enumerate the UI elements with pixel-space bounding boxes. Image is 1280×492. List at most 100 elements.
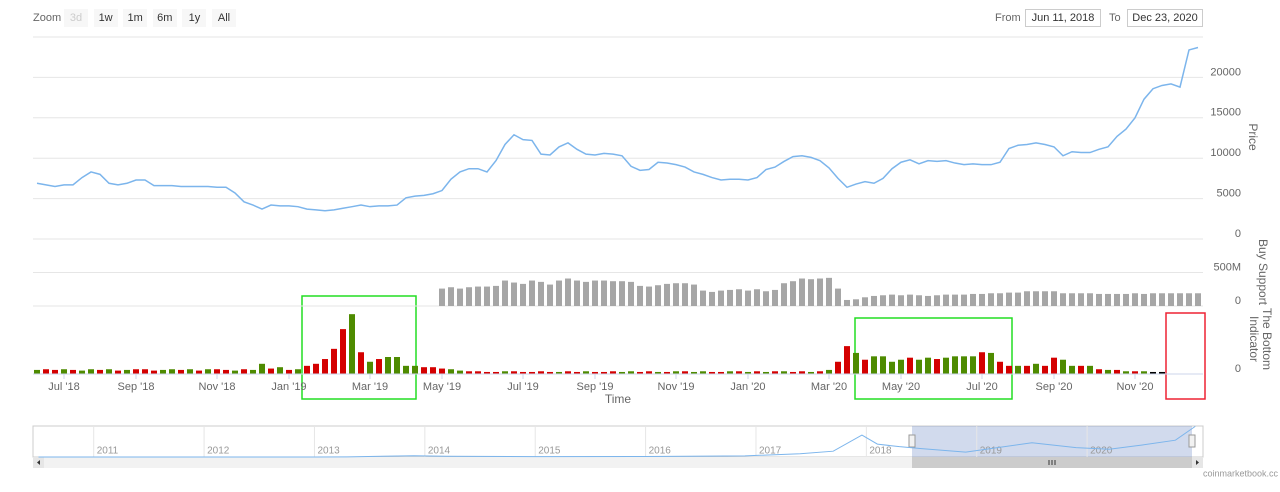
y-tick-label: 15000 — [1210, 107, 1241, 119]
zoom-button[interactable]: 1w — [93, 9, 118, 27]
bar — [808, 371, 814, 374]
bar — [673, 283, 679, 306]
bar — [880, 356, 886, 374]
bar — [88, 369, 94, 374]
bar — [1132, 371, 1138, 374]
from-input[interactable]: Jun 11, 2018 — [1025, 9, 1101, 27]
bar — [70, 369, 76, 374]
bar — [880, 295, 886, 306]
bar — [745, 290, 751, 306]
bar — [700, 371, 706, 374]
y-tick-label: 20000 — [1210, 66, 1241, 78]
x-tick-label: Nov '20 — [1117, 381, 1154, 393]
bar — [970, 356, 976, 374]
bar — [385, 357, 391, 374]
bar — [1006, 365, 1012, 374]
bar — [943, 294, 949, 306]
nav-line — [38, 425, 1196, 458]
bar — [826, 369, 832, 374]
x-tick-label: Mar '20 — [811, 381, 847, 393]
y-axis-title: The Bottom Indicator — [1247, 307, 1274, 371]
bar — [205, 369, 211, 374]
bar — [655, 371, 661, 374]
bar — [619, 371, 625, 374]
x-tick-label: Nov '18 — [199, 381, 236, 393]
bar — [916, 359, 922, 374]
bar — [1150, 371, 1156, 374]
bar — [196, 370, 202, 374]
bar — [232, 370, 238, 374]
bar — [322, 359, 328, 374]
bar — [844, 299, 850, 306]
bar — [142, 369, 148, 374]
bar — [1195, 293, 1201, 306]
bar — [520, 371, 526, 374]
to-input[interactable]: Dec 23, 2020 — [1127, 9, 1203, 27]
bar — [52, 369, 58, 374]
bar — [331, 348, 337, 374]
bar — [817, 371, 823, 374]
bar — [1051, 357, 1057, 374]
bar — [448, 287, 454, 306]
bar — [646, 371, 652, 374]
bar — [808, 279, 814, 306]
bar — [43, 369, 49, 374]
credit: coinmarketbook.cc — [1203, 468, 1279, 478]
bar — [34, 369, 40, 374]
bar — [475, 371, 481, 374]
zoom-button[interactable]: All — [212, 9, 236, 27]
highlight-box — [301, 295, 417, 400]
zoom-button[interactable]: 6m — [152, 9, 177, 27]
bar — [358, 352, 364, 374]
bar — [295, 369, 301, 374]
x-tick-label: May '19 — [423, 381, 461, 393]
bar — [655, 285, 661, 306]
bar — [493, 371, 499, 374]
bar — [781, 283, 787, 306]
x-tick-label: Sep '18 — [118, 381, 155, 393]
bar — [952, 294, 958, 306]
bar — [430, 367, 436, 374]
price-line — [36, 46, 1199, 212]
navigator-selection[interactable] — [912, 426, 1192, 457]
bar — [1069, 293, 1075, 306]
nav-handle[interactable] — [1188, 434, 1196, 448]
bar — [484, 286, 490, 306]
x-tick-label: Nov '19 — [658, 381, 695, 393]
y-tick-label: 5000 — [1217, 188, 1241, 200]
bar — [835, 361, 841, 374]
arrow-left — [37, 460, 40, 465]
bar — [376, 359, 382, 374]
bar — [988, 352, 994, 374]
bar — [934, 295, 940, 306]
y-tick-label: 0 — [1235, 295, 1241, 307]
bar — [682, 371, 688, 374]
nav-tick-label: 2016 — [649, 446, 672, 457]
scrollbar-grip — [1048, 460, 1056, 465]
bar — [493, 285, 499, 306]
bar — [151, 370, 157, 374]
bar — [988, 293, 994, 306]
bar — [673, 371, 679, 374]
y-tick-label: 0 — [1235, 228, 1241, 240]
bar — [1168, 293, 1174, 306]
bar — [619, 281, 625, 306]
zoom-button[interactable]: 1y — [182, 9, 207, 27]
nav-handle[interactable] — [908, 434, 916, 448]
bar — [412, 365, 418, 374]
bar — [403, 365, 409, 374]
bar — [835, 288, 841, 306]
bar — [754, 371, 760, 374]
bar — [160, 369, 166, 374]
bar — [709, 291, 715, 306]
nav-tick-label: 2011 — [97, 446, 119, 457]
scrollbar-track[interactable] — [33, 457, 1203, 468]
bar — [601, 371, 607, 374]
zoom-button[interactable]: 1m — [123, 9, 148, 27]
bar — [772, 289, 778, 306]
x-tick-label: May '20 — [882, 381, 920, 393]
bar — [457, 288, 463, 306]
bar — [304, 365, 310, 374]
y-tick-label: 500M — [1213, 261, 1241, 273]
